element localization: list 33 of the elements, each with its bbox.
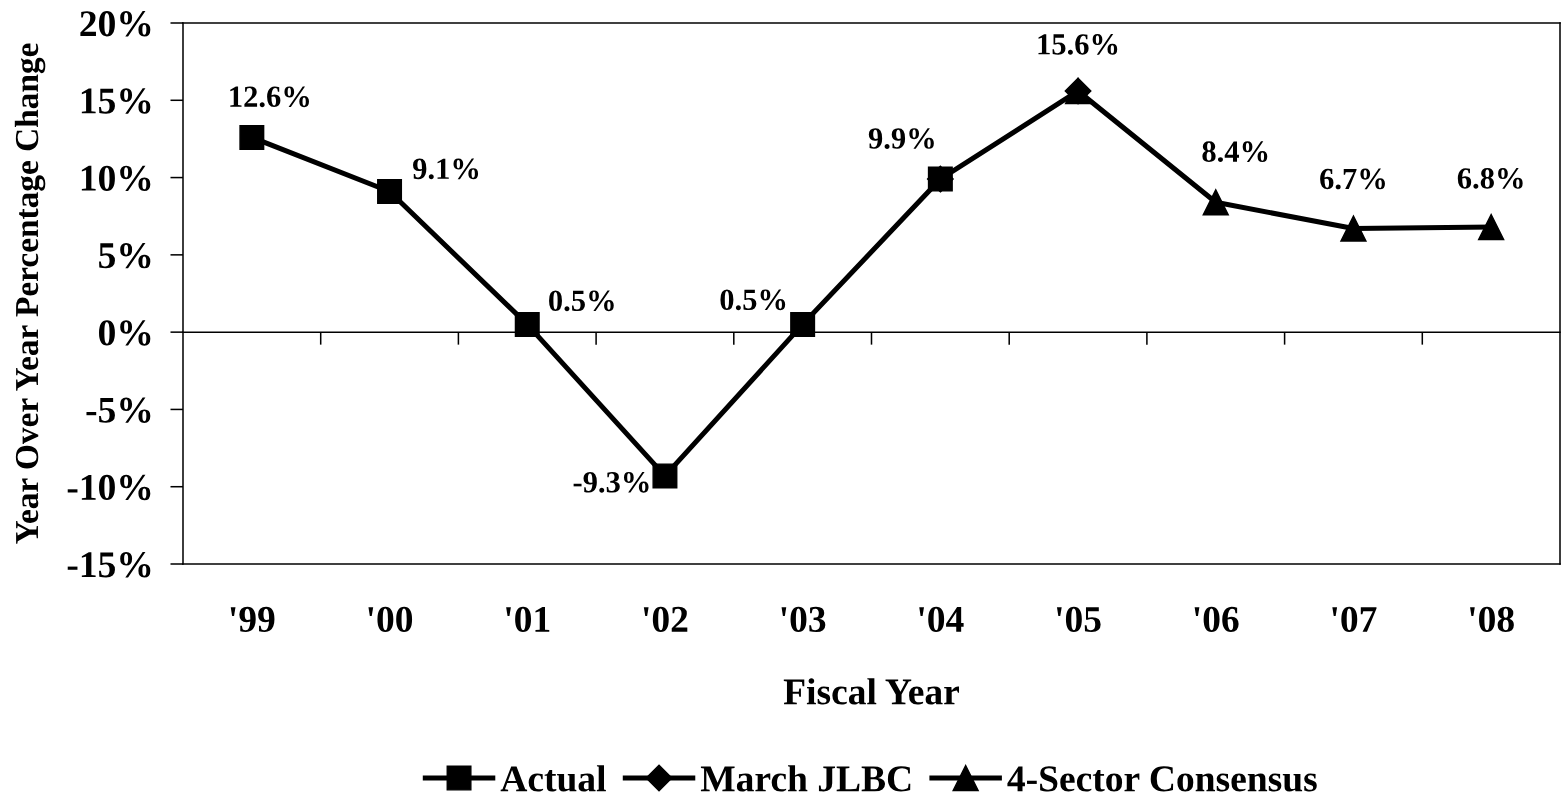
- y-axis-title: Year Over Year Percentage Change: [14, 43, 46, 544]
- data-label: 0.5%: [720, 289, 786, 311]
- data-label: 9.1%: [413, 158, 479, 180]
- data-label: 15.6%: [1038, 34, 1118, 55]
- data-label: 0.5%: [549, 290, 614, 312]
- y-tick-label: -10%: [67, 474, 151, 501]
- data-label: -9.3%: [573, 471, 649, 493]
- x-axis-title: Fiscal Year: [783, 678, 960, 705]
- legend-label: 4-Sector Consensus: [1007, 766, 1317, 792]
- x-tick-label: '06: [1194, 606, 1239, 633]
- data-label: 9.9%: [868, 128, 934, 149]
- y-tick-label: 15%: [81, 88, 151, 114]
- x-tick-label: '02: [643, 606, 688, 633]
- x-tick-label: '05: [1056, 606, 1101, 633]
- x-tick-label: '03: [781, 606, 826, 633]
- y-tick-label: -15%: [67, 552, 151, 578]
- x-tick-label: '04: [919, 606, 964, 633]
- y-tick-label: -5%: [86, 397, 151, 423]
- y-tick-label: 0%: [99, 320, 151, 346]
- data-label: 12.6%: [230, 86, 309, 108]
- legend-label: Actual: [500, 765, 606, 792]
- data-label: 6.7%: [1320, 168, 1385, 190]
- x-tick-label: '99: [230, 606, 275, 633]
- x-tick-label: '01: [506, 606, 550, 633]
- data-label: 6.8%: [1457, 168, 1523, 189]
- x-tick-label: '08: [1470, 606, 1514, 633]
- x-tick-label: '07: [1332, 606, 1377, 633]
- legend-label: March JLBC: [700, 765, 911, 792]
- data-label: 8.4%: [1202, 141, 1268, 163]
- y-tick-label: 10%: [81, 165, 151, 192]
- y-tick-label: 5%: [99, 242, 151, 269]
- x-tick-label: '00: [368, 606, 413, 633]
- y-tick-label: 20%: [80, 11, 151, 37]
